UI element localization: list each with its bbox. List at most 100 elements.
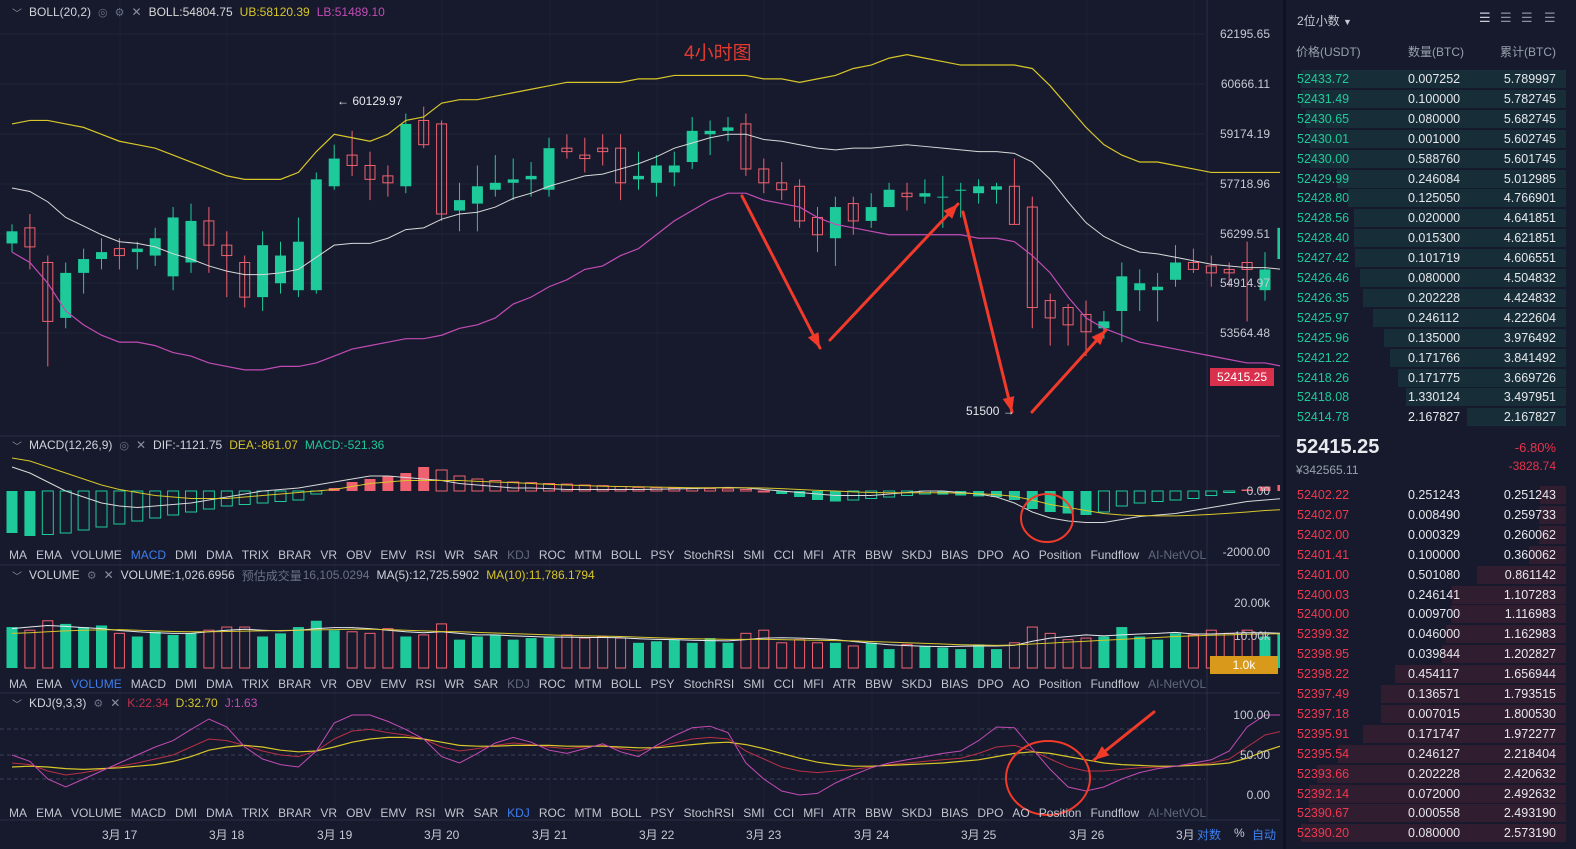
indicator-tab-brar[interactable]: BRAR [278,548,312,562]
indicator-tab-sar[interactable]: SAR [473,677,499,691]
indicator-tab-bias[interactable]: BIAS [941,806,969,820]
indicator-tab-psy[interactable]: PSY [650,677,675,691]
indicator-tab-ao[interactable]: AO [1012,806,1030,820]
collapse-chevron-icon[interactable]: ﹀ [12,8,22,20]
close-icon[interactable]: ✕ [131,5,142,19]
indicator-tab-cci[interactable]: CCI [773,677,795,691]
collapse-chevron-icon[interactable]: ﹀ [12,441,22,453]
collapse-chevron-icon[interactable]: ﹀ [12,571,22,583]
indicator-tab-mfi[interactable]: MFI [803,548,824,562]
chart-canvas[interactable] [0,0,1280,849]
indicator-tab-vr[interactable]: VR [320,806,338,820]
indicator-tab-brar[interactable]: BRAR [278,677,312,691]
indicator-tab-dma[interactable]: DMA [206,548,233,562]
bid-row[interactable]: 52390.20 0.080000 2.573190 [1284,823,1576,843]
indicator-tab-bbw[interactable]: BBW [865,806,893,820]
indicator-tab-atr[interactable]: ATR [832,806,857,820]
indicator-tab-wr[interactable]: WR [444,806,465,820]
ask-row[interactable]: 52421.22 0.171766 3.841492 [1284,348,1576,368]
indicator-tab-wr[interactable]: WR [444,677,465,691]
indicator-tab-fundflow[interactable]: Fundflow [1090,677,1140,691]
indicator-tab-boll[interactable]: BOLL [610,806,642,820]
ask-row[interactable]: 52418.26 0.171775 3.669726 [1284,368,1576,388]
indicator-tab-cci[interactable]: CCI [773,548,795,562]
orderbook-asks-view-icon[interactable]: ☰ [1521,10,1533,25]
indicator-tab-stochrsi[interactable]: StochRSI [683,677,735,691]
close-icon[interactable]: ✕ [103,568,114,582]
indicator-tab-macd[interactable]: MACD [130,548,167,562]
indicator-tab-emv[interactable]: EMV [380,548,407,562]
indicator-tab-smi[interactable]: SMI [743,677,765,691]
bid-row[interactable]: 52397.18 0.007015 1.800530 [1284,704,1576,724]
indicator-tab-rsi[interactable]: RSI [415,806,436,820]
bid-row[interactable]: 52398.95 0.039844 1.202827 [1284,644,1576,664]
bid-row[interactable]: 52401.00 0.501080 0.861142 [1284,565,1576,585]
collapse-chevron-icon[interactable]: ﹀ [12,699,22,711]
ask-row[interactable]: 52425.96 0.135000 3.976492 [1284,328,1576,348]
indicator-tab-mtm[interactable]: MTM [574,548,602,562]
indicator-tab-dmi[interactable]: DMI [175,677,198,691]
indicator-tab-bbw[interactable]: BBW [865,677,893,691]
indicator-tab-fundflow[interactable]: Fundflow [1090,548,1140,562]
indicator-tab-trix[interactable]: TRIX [241,806,270,820]
indicator-tab-stochrsi[interactable]: StochRSI [683,548,735,562]
ask-row[interactable]: 52426.35 0.202228 4.424832 [1284,288,1576,308]
indicator-tab-bias[interactable]: BIAS [941,677,969,691]
indicator-tab-obv[interactable]: OBV [346,677,372,691]
ask-row[interactable]: 52426.46 0.080000 4.504832 [1284,268,1576,288]
ask-row[interactable]: 52429.99 0.246084 5.012985 [1284,169,1576,189]
indicator-tab-atr[interactable]: ATR [832,548,857,562]
ask-row[interactable]: 52418.08 1.330124 3.497951 [1284,387,1576,407]
indicator-tab-emv[interactable]: EMV [380,806,407,820]
indicator-tab-atr[interactable]: ATR [832,677,857,691]
indicator-tab-stochrsi[interactable]: StochRSI [683,806,735,820]
indicator-tab-sar[interactable]: SAR [473,548,499,562]
ask-row[interactable]: 52433.72 0.007252 5.789997 [1284,69,1576,89]
indicator-tab-fundflow[interactable]: Fundflow [1090,806,1140,820]
ask-row[interactable]: 52428.56 0.020000 4.641851 [1284,208,1576,228]
indicator-tab-macd[interactable]: MACD [130,677,167,691]
indicator-tab-dma[interactable]: DMA [206,806,233,820]
bid-row[interactable]: 52402.07 0.008490 0.259733 [1284,505,1576,525]
indicator-tab-smi[interactable]: SMI [743,806,765,820]
indicator-tab-cci[interactable]: CCI [773,806,795,820]
log-scale-toggle[interactable]: 对数 [1197,828,1222,842]
visibility-icon[interactable]: ◎ [119,439,129,452]
close-icon[interactable]: ✕ [110,696,121,710]
ask-row[interactable]: 52428.80 0.125050 4.766901 [1284,188,1576,208]
indicator-tab-ai-netvol[interactable]: AI-NetVOL [1148,548,1207,562]
orderbook-list-view-icon[interactable]: ☰ [1544,10,1556,25]
indicator-tab-volume[interactable]: VOLUME [71,677,122,691]
indicator-tab-boll[interactable]: BOLL [610,548,642,562]
indicator-tab-skdj[interactable]: SKDJ [901,548,933,562]
bid-row[interactable]: 52402.00 0.000329 0.260062 [1284,525,1576,545]
chart-area[interactable]: 4小时图 ﹀ BOLL(20,2) ◎ ⚙ ✕ BOLL:54804.75 UB… [0,0,1280,849]
indicator-tab-macd[interactable]: MACD [130,806,167,820]
bid-row[interactable]: 52397.49 0.136571 1.793515 [1284,684,1576,704]
bid-row[interactable]: 52390.67 0.000558 2.493190 [1284,803,1576,823]
bid-row[interactable]: 52400.03 0.246141 1.107283 [1284,585,1576,605]
orderbook-both-view-icon[interactable]: ☰ [1479,10,1491,25]
indicator-tab-trix[interactable]: TRIX [241,548,270,562]
close-icon[interactable]: ✕ [135,438,147,452]
indicator-tab-ao[interactable]: AO [1012,677,1030,691]
indicator-tab-smi[interactable]: SMI [743,548,765,562]
indicator-tab-mtm[interactable]: MTM [574,677,602,691]
indicator-tab-ao[interactable]: AO [1012,548,1030,562]
bid-row[interactable]: 52392.14 0.072000 2.492632 [1284,784,1576,804]
indicator-tab-skdj[interactable]: SKDJ [901,677,933,691]
indicator-tab-dpo[interactable]: DPO [977,548,1004,562]
indicator-tab-ema[interactable]: EMA [36,548,63,562]
indicator-tab-mtm[interactable]: MTM [574,806,602,820]
indicator-tab-psy[interactable]: PSY [650,548,675,562]
ask-row[interactable]: 52430.65 0.080000 5.682745 [1284,109,1576,129]
decimal-selector[interactable]: 2位小数 ▼ [1297,12,1352,29]
indicator-tab-sar[interactable]: SAR [473,806,499,820]
bid-row[interactable]: 52395.54 0.246127 2.218404 [1284,744,1576,764]
settings-icon[interactable]: ⚙ [93,697,104,710]
ask-row[interactable]: 52430.00 0.588760 5.601745 [1284,149,1576,169]
indicator-tab-volume[interactable]: VOLUME [71,806,122,820]
indicator-tab-ma[interactable]: MA [9,548,27,562]
indicator-tab-obv[interactable]: OBV [346,548,372,562]
bid-row[interactable]: 52395.91 0.171747 1.972277 [1284,724,1576,744]
